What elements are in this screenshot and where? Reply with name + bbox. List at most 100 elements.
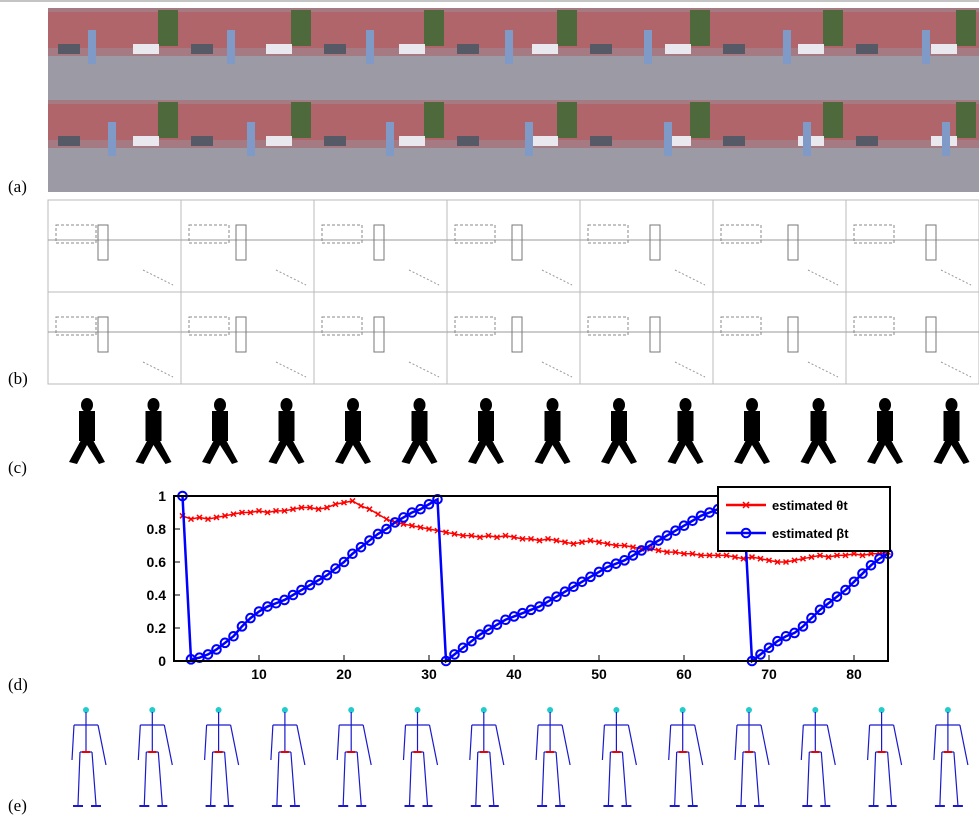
edge-frame: [314, 292, 447, 384]
panel-label: (e): [8, 796, 27, 815]
edge-frame: [314, 200, 447, 292]
photo-car: [798, 44, 824, 54]
x-tick-label: 10: [251, 666, 267, 682]
photo-car: [58, 44, 80, 54]
silhouette-legs: [335, 440, 371, 464]
photo-road: [846, 148, 979, 192]
photo-car: [191, 136, 213, 146]
photo-tree: [557, 102, 577, 138]
photo-tree: [557, 10, 577, 46]
legend-label: estimated βt: [772, 526, 849, 541]
silhouette-body: [412, 411, 428, 441]
photo-tree: [424, 102, 444, 138]
silhouette-head: [547, 398, 559, 412]
edge-frame: [846, 200, 979, 292]
image-panels: [48, 8, 979, 806]
silhouette-head: [347, 398, 359, 412]
panel-label: (b): [8, 369, 28, 388]
skeleton-body: [735, 712, 769, 805]
legend-box: [718, 487, 890, 551]
skeleton-body: [271, 712, 305, 805]
silhouette-legs: [468, 440, 504, 464]
photo-person: [942, 122, 950, 156]
photo-car: [856, 136, 878, 146]
y-tick-label: 0: [158, 653, 166, 669]
silhouette-body: [279, 411, 295, 441]
y-tick-label: 0.2: [147, 620, 167, 636]
silhouette-body: [744, 411, 760, 441]
skeleton-body: [934, 712, 968, 805]
photo-tree: [956, 10, 976, 46]
silhouette-legs: [601, 440, 637, 464]
x-tick-label: 60: [676, 666, 692, 682]
panel-label: (c): [8, 458, 27, 477]
silhouette-body: [545, 411, 561, 441]
photo-person: [227, 30, 235, 64]
panel-label: (d): [8, 675, 28, 694]
photo-person: [505, 30, 513, 64]
photo-tree: [291, 10, 311, 46]
silhouette-body: [877, 411, 893, 441]
photo-person: [247, 122, 255, 156]
x-tick-label: 50: [591, 666, 607, 682]
skeleton-body: [868, 712, 902, 805]
x-tick-label: 30: [421, 666, 437, 682]
photo-car: [590, 44, 612, 54]
silhouette-head: [414, 398, 426, 412]
photo-road: [713, 56, 846, 100]
skeleton-body: [602, 712, 636, 805]
edge-frame: [447, 200, 580, 292]
photo-car: [665, 44, 691, 54]
photo-car: [532, 44, 558, 54]
photo-car: [191, 44, 213, 54]
x-tick-label: 40: [506, 666, 522, 682]
photo-person: [386, 122, 394, 156]
photo-person: [644, 30, 652, 64]
photo-tree: [158, 102, 178, 138]
silhouette-legs: [402, 440, 438, 464]
silhouette-head: [148, 398, 160, 412]
silhouette-legs: [69, 440, 105, 464]
photo-tree: [690, 10, 710, 46]
photo-car: [723, 136, 745, 146]
panel-label: (a): [8, 177, 27, 196]
photo-car: [931, 44, 957, 54]
skeleton-body: [205, 712, 239, 805]
skeleton-body: [72, 712, 106, 805]
photo-tree: [823, 10, 843, 46]
photo-road: [846, 56, 979, 100]
photo-car: [590, 136, 612, 146]
photo-tree: [823, 102, 843, 138]
silhouette-body: [345, 411, 361, 441]
photo-car: [324, 44, 346, 54]
photo-tree: [424, 10, 444, 46]
photo-car: [133, 44, 159, 54]
photo-road: [447, 148, 580, 192]
photo-road: [314, 56, 447, 100]
y-tick-label: 0.8: [147, 521, 167, 537]
silhouette-head: [81, 398, 93, 412]
silhouette-legs: [867, 440, 903, 464]
skeleton-body: [536, 712, 570, 805]
skeleton-body: [470, 712, 504, 805]
silhouette-body: [611, 411, 627, 441]
edge-frame: [846, 292, 979, 384]
photo-road: [181, 56, 314, 100]
silhouette-legs: [202, 440, 238, 464]
silhouette-head: [214, 398, 226, 412]
silhouette-head: [746, 398, 758, 412]
photo-person: [525, 122, 533, 156]
silhouette-body: [146, 411, 162, 441]
silhouette-head: [879, 398, 891, 412]
photo-person: [366, 30, 374, 64]
edge-frame: [181, 292, 314, 384]
photo-person: [108, 122, 116, 156]
edge-frame: [181, 200, 314, 292]
silhouette-legs: [734, 440, 770, 464]
silhouette-body: [79, 411, 95, 441]
edge-frame: [713, 200, 846, 292]
photo-car: [532, 136, 558, 146]
skeleton-body: [138, 712, 172, 805]
silhouette-legs: [801, 440, 837, 464]
